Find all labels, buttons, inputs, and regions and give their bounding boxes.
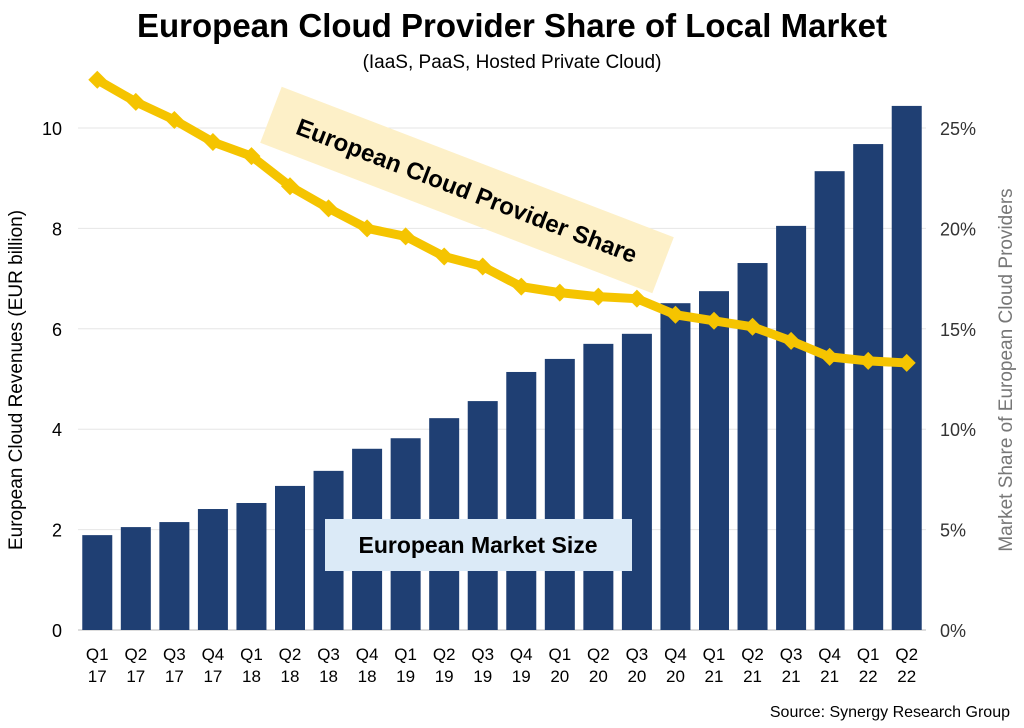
x-tick-label: Q2 19 — [433, 645, 456, 686]
x-tick-label: Q4 20 — [664, 645, 687, 686]
x-tick-label: Q4 18 — [356, 645, 379, 686]
x-tick-label: Q1 18 — [240, 645, 263, 686]
x-tick-label: Q1 19 — [394, 645, 417, 686]
share-point-Q4-18 — [358, 219, 377, 238]
right-tick-label: 10% — [940, 420, 976, 440]
share-point-Q1-19 — [396, 227, 415, 246]
bar-Q1-17 — [82, 535, 113, 630]
x-tick-label: Q3 21 — [780, 645, 803, 686]
chart-title: European Cloud Provider Share of Local M… — [137, 7, 887, 44]
left-tick-label: 10 — [42, 119, 62, 139]
bar-Q4-20 — [660, 303, 691, 630]
share-point-Q4-21 — [820, 347, 839, 366]
share-point-Q2-17 — [126, 92, 145, 111]
x-tick-label: Q1 17 — [86, 645, 109, 686]
share-point-Q4-20 — [666, 305, 685, 324]
market-size-annotation-box — [325, 519, 632, 571]
left-axis-label: European Cloud Revenues (EUR billion) — [6, 210, 27, 550]
share-point-Q2-20 — [589, 287, 608, 306]
right-tick-label: 15% — [940, 320, 976, 340]
share-annotation-box — [260, 86, 674, 294]
share-point-Q1-21 — [705, 311, 723, 330]
bar-Q1-18 — [236, 502, 267, 630]
share-line — [95, 75, 907, 368]
x-tick-label: Q4 21 — [818, 645, 841, 686]
bar-Q2-17 — [120, 527, 151, 630]
x-tick-label: Q3 19 — [471, 645, 494, 686]
right-tick-label: 5% — [940, 521, 966, 541]
bar-Q4-17 — [197, 509, 228, 630]
x-tick-label: Q4 19 — [510, 645, 533, 686]
share-point-Q2-18 — [281, 177, 299, 196]
x-tick-label: Q2 21 — [741, 645, 764, 686]
x-tick-label: Q3 18 — [317, 645, 340, 686]
share-point-Q3-21 — [782, 331, 801, 350]
left-tick-label: 0 — [52, 621, 62, 641]
x-tick-label: Q2 20 — [587, 645, 610, 686]
share-point-Q2-22 — [897, 353, 916, 372]
x-tick-label: Q2 17 — [124, 645, 147, 686]
share-point-Q3-19 — [473, 257, 492, 276]
x-tick-label: Q2 18 — [279, 645, 302, 686]
x-tick-label: Q1 22 — [857, 645, 880, 686]
x-tick-label: Q1 20 — [548, 645, 571, 686]
share-point-Q4-19 — [512, 277, 531, 296]
share-point-Q4-17 — [203, 133, 222, 152]
x-tick-label: Q1 21 — [703, 645, 726, 686]
bar-Q4-19 — [506, 371, 537, 630]
share-point-Q2-21 — [743, 317, 762, 336]
left-tick-label: 4 — [52, 420, 62, 440]
left-tick-label: 2 — [52, 521, 62, 541]
chart-subtitle: (IaaS, PaaS, Hosted Private Cloud) — [363, 52, 662, 73]
bar-Q2-20 — [583, 343, 614, 630]
bar-Q2-18 — [275, 485, 305, 630]
share-point-Q1-18 — [242, 147, 261, 166]
share-annotation-label: European Cloud Provider Share — [292, 114, 640, 269]
x-tick-label: Q3 20 — [626, 645, 649, 686]
x-tick-label: Q2 22 — [895, 645, 918, 686]
market-size-annotation-label: European Market Size — [358, 532, 597, 558]
bar-Q4-21 — [814, 171, 845, 630]
bar-Q1-21 — [699, 291, 729, 630]
x-tick-label: Q4 17 — [202, 645, 225, 686]
bar-Q3-20 — [621, 333, 652, 630]
left-tick-label: 8 — [52, 219, 62, 239]
bar-Q1-20 — [544, 358, 575, 630]
share-point-Q3-20 — [627, 289, 646, 308]
right-tick-label: 20% — [940, 219, 976, 239]
share-point-Q3-17 — [165, 110, 184, 129]
right-tick-label: 25% — [940, 119, 976, 139]
right-axis-label: Market Share of European Cloud Providers — [996, 188, 1017, 551]
share-point-Q1-17 — [88, 70, 107, 89]
bar-Q3-19 — [467, 401, 498, 630]
left-tick-label: 6 — [52, 320, 62, 340]
x-tick-label: Q3 17 — [163, 645, 186, 686]
share-point-Q3-18 — [319, 199, 338, 218]
right-tick-label: 0% — [940, 621, 966, 641]
bar-Q3-21 — [776, 225, 807, 630]
source-note: Source: Synergy Research Group — [770, 704, 1010, 721]
bar-Q1-22 — [853, 144, 884, 630]
share-point-Q2-19 — [435, 247, 454, 266]
share-point-Q1-22 — [859, 351, 878, 370]
bar-Q3-17 — [159, 522, 190, 630]
share-point-Q1-20 — [550, 283, 569, 302]
